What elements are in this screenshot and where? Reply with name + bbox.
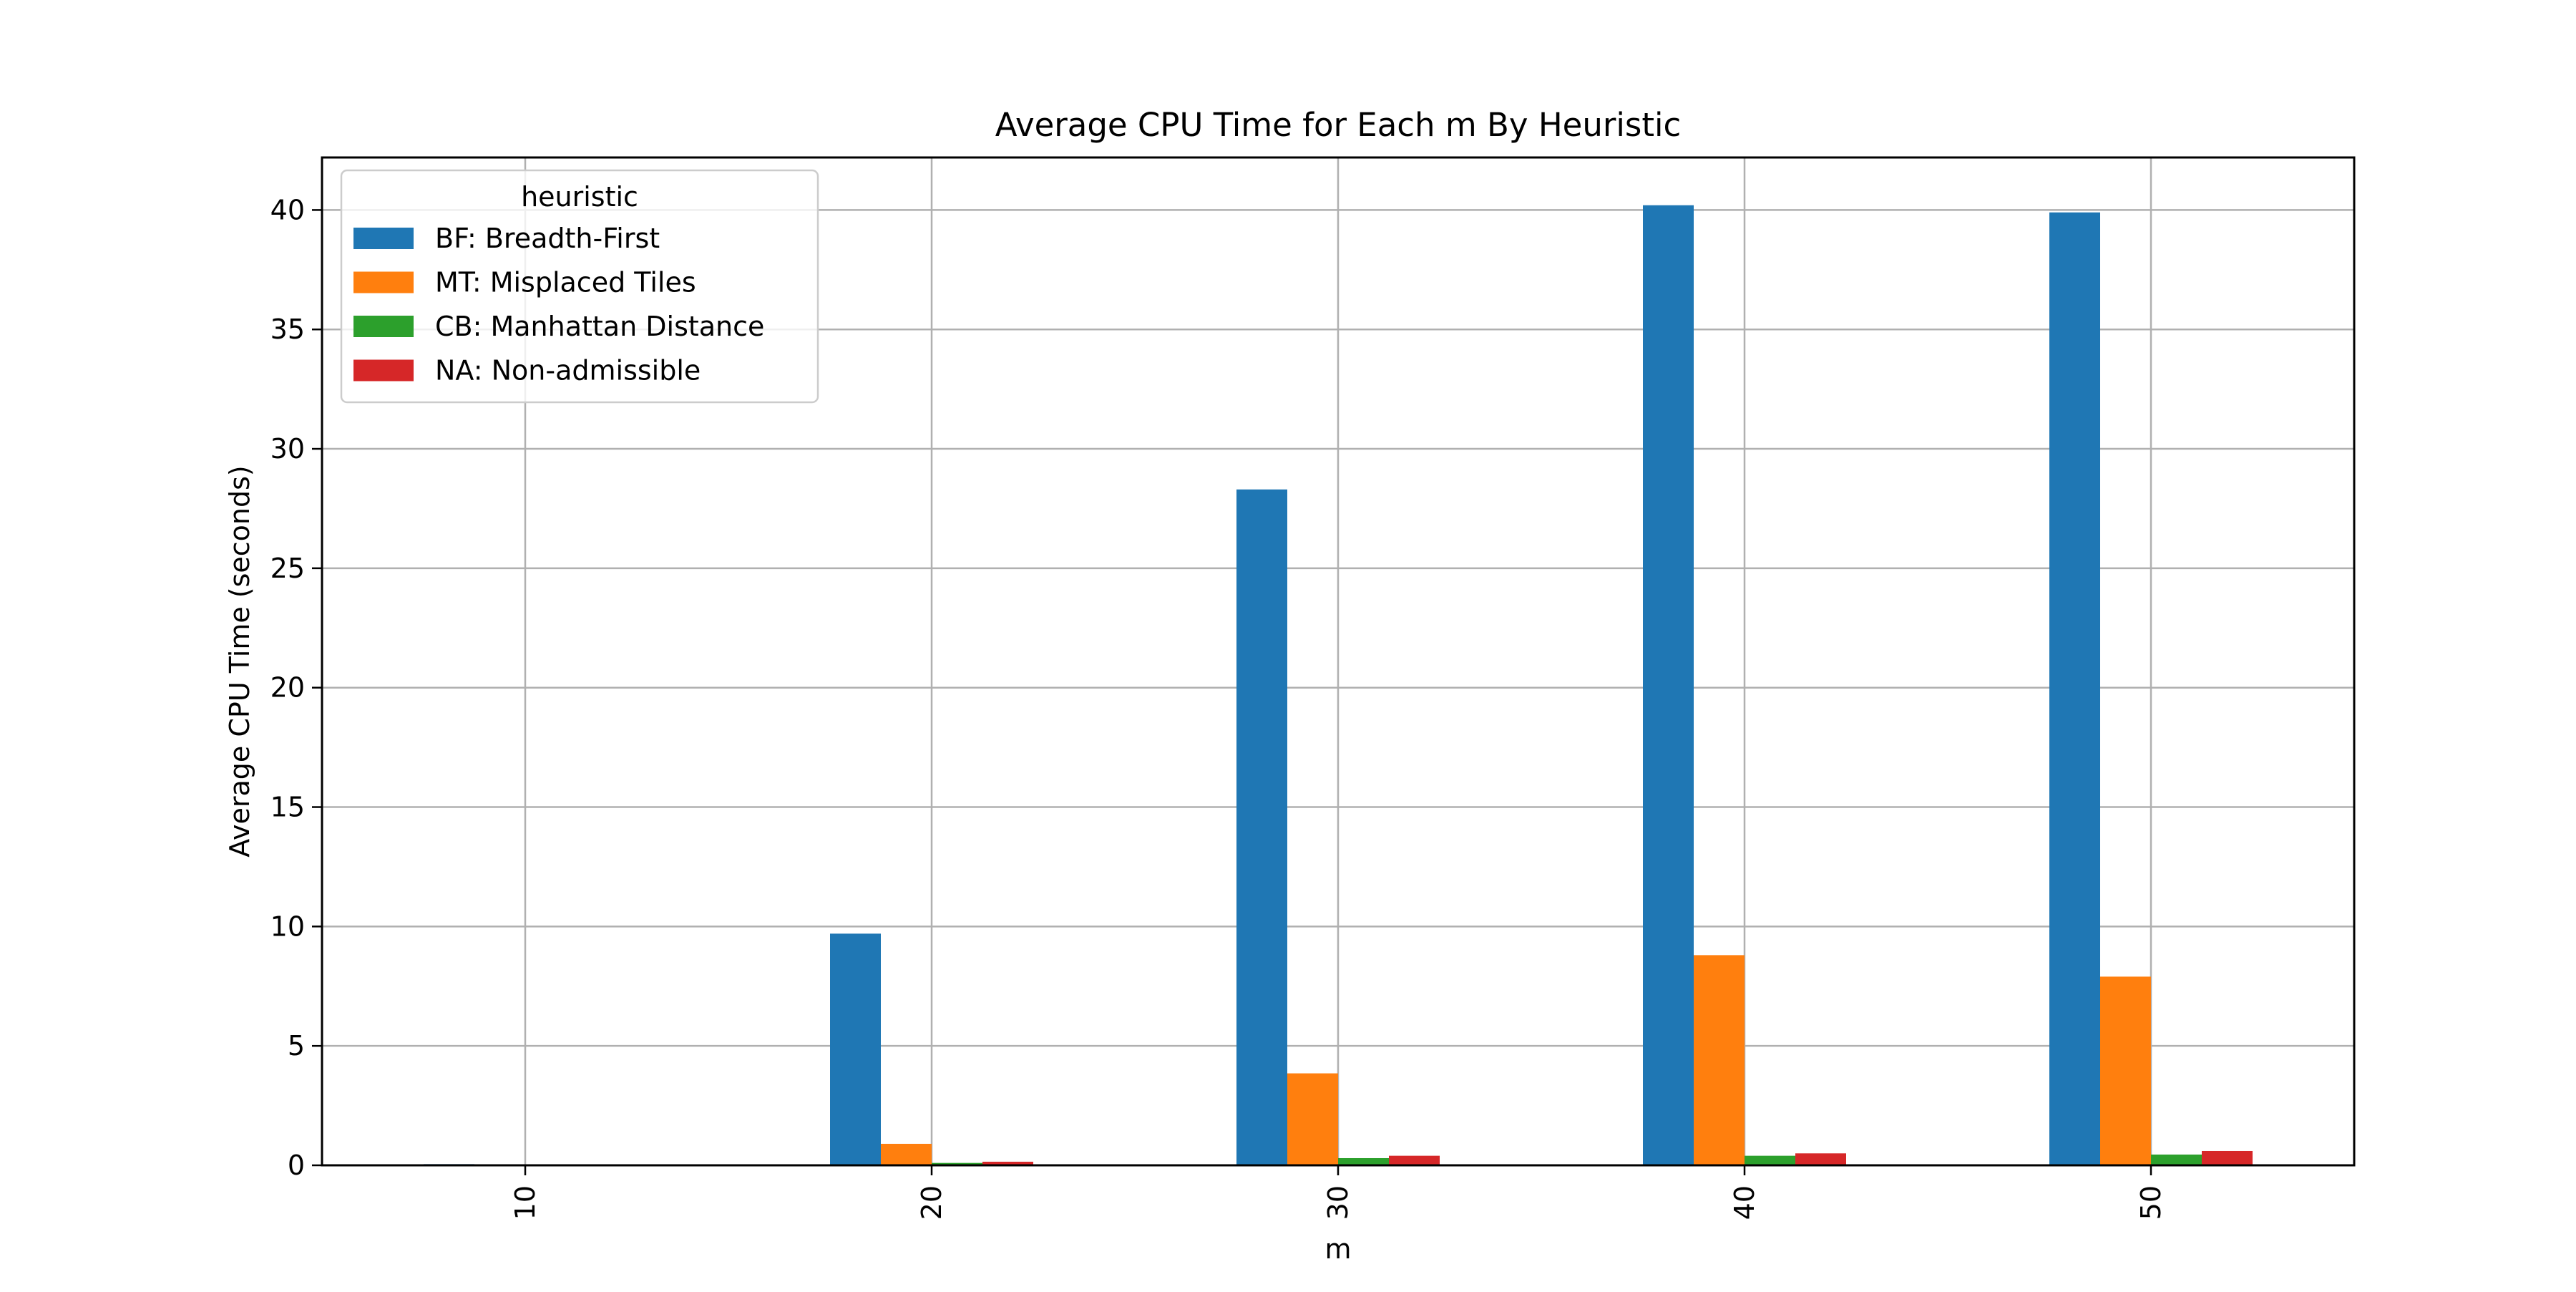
chart-title: Average CPU Time for Each m By Heuristic	[995, 106, 1681, 144]
legend-swatch	[353, 360, 414, 382]
legend-label: MT: Misplaced Tiles	[435, 267, 696, 298]
legend-swatch	[353, 228, 414, 249]
y-tick-label: 30	[270, 433, 305, 465]
x-tick-label: 20	[916, 1185, 947, 1220]
x-tick-label: 50	[2135, 1185, 2167, 1220]
x-tick-label: 10	[509, 1185, 541, 1220]
bar-bf-20	[830, 933, 881, 1165]
bar-mt-20	[881, 1144, 932, 1165]
y-tick-label: 40	[270, 194, 305, 225]
y-tick-label: 20	[270, 672, 305, 704]
bar-bf-30	[1236, 490, 1287, 1165]
legend: heuristic BF: Breadth-First MT: Misplaced…	[341, 170, 818, 402]
legend-label: BF: Breadth-First	[435, 223, 660, 254]
x-tick-label: 30	[1322, 1185, 1354, 1220]
bar-mt-40	[1694, 955, 1745, 1165]
y-tick-label: 5	[288, 1030, 305, 1062]
bar-bf-50	[2049, 213, 2100, 1165]
bar-na-30	[1389, 1156, 1440, 1165]
legend-swatch	[353, 272, 414, 293]
x-tick-label: 40	[1729, 1185, 1760, 1220]
bar-cb-40	[1745, 1156, 1795, 1165]
legend-label: CB: Manhattan Distance	[435, 311, 764, 342]
y-tick-label: 15	[270, 792, 305, 823]
bar-mt-50	[2100, 976, 2151, 1165]
y-tick-label: 10	[270, 910, 305, 942]
bar-mt-30	[1287, 1074, 1338, 1165]
legend-swatch	[353, 316, 414, 337]
y-axis-label: Average CPU Time (seconds)	[224, 465, 255, 858]
y-tick-label: 25	[270, 553, 305, 584]
bar-bf-40	[1643, 205, 1694, 1165]
y-tick-label: 0	[288, 1150, 305, 1181]
bar-na-50	[2202, 1151, 2253, 1165]
legend-title: heuristic	[521, 181, 638, 213]
y-tick-label: 35	[270, 314, 305, 345]
x-axis-label: m	[1324, 1233, 1351, 1265]
legend-label: NA: Non-admissible	[435, 355, 701, 387]
bar-cb-30	[1338, 1158, 1389, 1165]
bar-cb-50	[2151, 1155, 2202, 1165]
bar-na-40	[1795, 1153, 1846, 1165]
